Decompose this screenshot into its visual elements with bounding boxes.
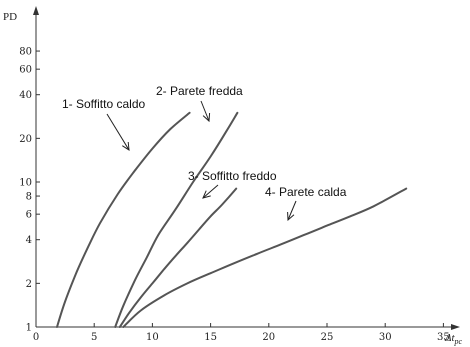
annotation-pointer-3 <box>202 184 219 199</box>
x-tick-label: 25 <box>321 332 334 343</box>
x-tick-label: 30 <box>379 332 392 343</box>
series-line-3 <box>118 187 238 328</box>
x-axis-arrow <box>451 324 460 330</box>
series-line-4 <box>122 187 408 328</box>
x-tick-label: 15 <box>204 332 217 343</box>
x-tick-label: 20 <box>262 332 275 343</box>
x-axis-label: Δtpc <box>444 332 463 346</box>
series-line-2 <box>114 111 239 328</box>
y-axis-label: PD <box>3 11 17 23</box>
annotation-arrowhead-1 <box>122 141 130 151</box>
x-tick-label: 10 <box>146 332 159 343</box>
y-tick-label: 20 <box>19 134 32 145</box>
x-axis-label-main: Δt <box>444 332 455 344</box>
y-tick-label: 8 <box>26 192 32 203</box>
curve-annotation-4: 4- Parete calda <box>265 185 347 199</box>
x-tick-label: 35 <box>437 332 450 343</box>
curve-annotation-3: 3- Soffitto freddo <box>188 169 277 183</box>
curves <box>56 111 408 328</box>
y-tick-label: 2 <box>26 279 32 290</box>
annotation-pointer-4 <box>287 200 297 221</box>
curve-annotation-2: 2- Parete fredda <box>156 84 243 98</box>
y-tick-label: 80 <box>19 47 32 58</box>
annotation-arrowhead-2 <box>202 112 211 123</box>
x-tick-label: 0 <box>33 332 39 343</box>
annotation-pointer-2 <box>200 100 210 122</box>
y-tick-label: 60 <box>19 65 32 76</box>
y-tick-label: 40 <box>19 90 32 101</box>
annotation-arrowhead-4 <box>287 211 295 222</box>
curve-annotation-1: 1- Soffitto caldo <box>62 97 145 111</box>
x-tick-label: 5 <box>91 332 97 343</box>
annotation-arrowhead-3 <box>202 190 211 199</box>
x-axis-label-sub: pc <box>454 337 463 346</box>
y-axis-arrow <box>33 6 39 15</box>
y-tick-label: 1 <box>26 323 32 334</box>
annotations: 1- Soffitto caldo 2- Parete fredda 3- Soff… <box>62 84 347 222</box>
y-tick-label: 4 <box>26 235 32 246</box>
axes <box>33 6 460 330</box>
annotation-pointer-1 <box>106 113 130 151</box>
ticks: 0 5 10 15 20 25 30 35 1 2 4 6 8 10 20 40 60 80 <box>19 47 450 343</box>
y-tick-label: 10 <box>19 178 32 189</box>
y-tick-label: 6 <box>26 210 32 221</box>
series-line-1 <box>56 111 191 328</box>
